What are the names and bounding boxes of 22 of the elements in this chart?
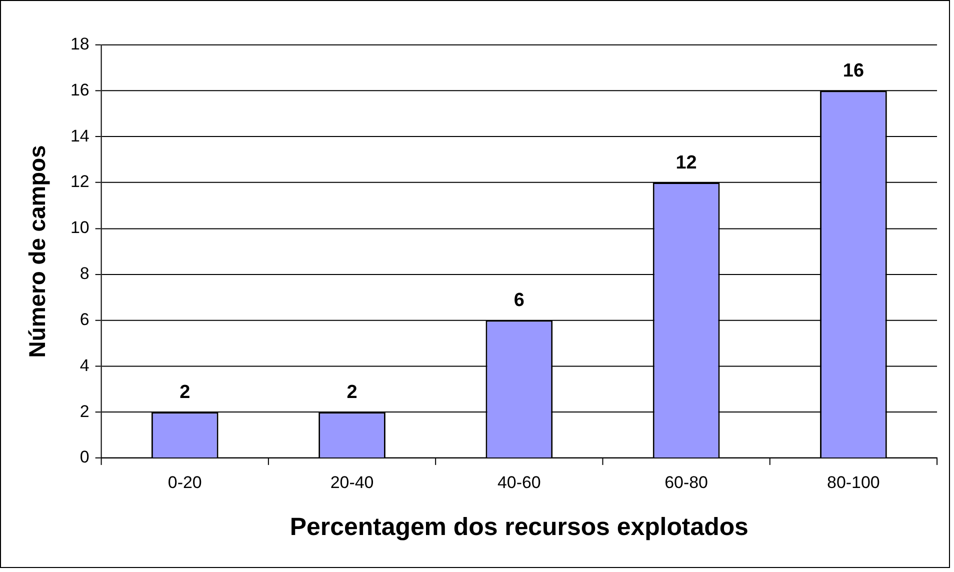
y-tick-label: 0 [80,448,90,467]
y-tick-label: 8 [80,264,90,284]
data-label: 12 [676,152,697,174]
y-tick-label: 14 [70,126,90,146]
y-axis-title: Número de campos [24,145,50,358]
x-tick-label: 80-100 [827,472,880,492]
data-label: 2 [180,382,190,403]
data-label: 16 [842,60,864,82]
x-axis-title: Percentagem dos recursos explotados [290,513,748,541]
data-label: 6 [514,290,524,312]
y-tick-label: 16 [70,80,90,100]
y-tick-label: 2 [80,402,90,421]
y-tick-label: 10 [70,218,90,238]
y-tick-label: 12 [70,172,90,192]
x-tick-label: 60-80 [664,472,708,492]
y-tick-label: 4 [80,356,90,375]
x-tick-label: 0-20 [168,472,202,492]
y-tick-label: 6 [80,310,90,329]
y-tick-label: 18 [70,34,90,54]
x-tick-label: 20-40 [330,472,374,492]
data-label: 2 [346,382,358,403]
x-tick-label: 40-60 [497,472,541,492]
